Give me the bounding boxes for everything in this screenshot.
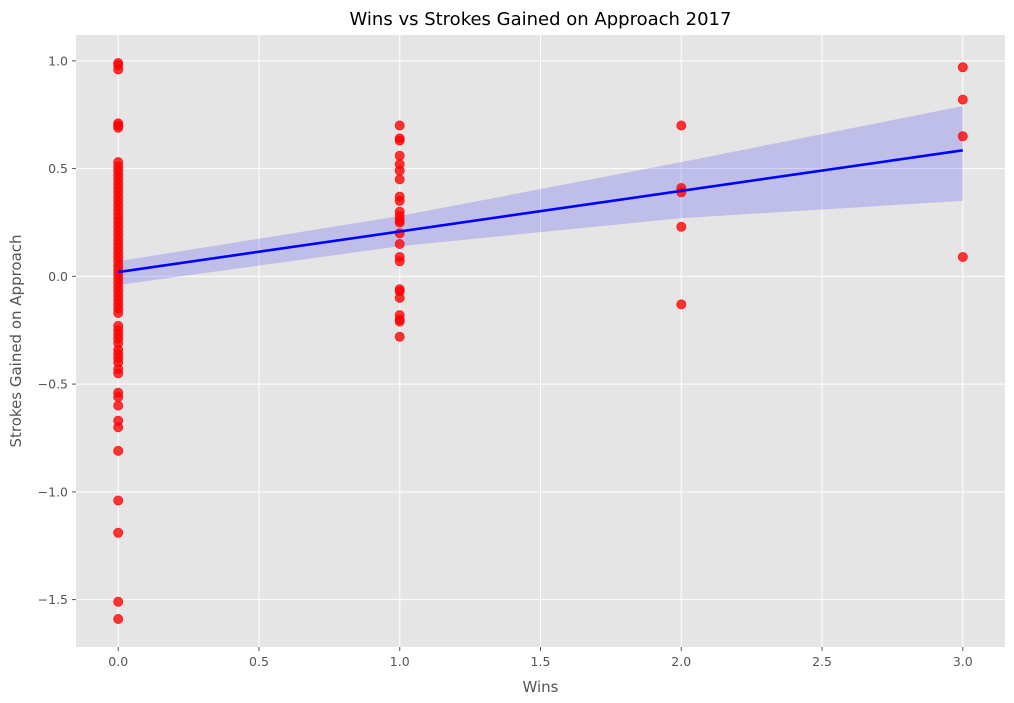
scatter-point-87 [676, 120, 687, 131]
scatter-point-66 [394, 150, 405, 161]
x-tick-label-0: 0.0 [108, 654, 128, 669]
confidence-band-layer [118, 106, 963, 285]
scatter-point-65 [394, 135, 405, 146]
x-tick-label-6: 3.0 [953, 654, 973, 669]
scatter-point-85 [394, 316, 405, 327]
x-tick-label-2: 1.0 [390, 654, 410, 669]
scatter-point-69 [394, 174, 405, 185]
scatter-point-5 [113, 122, 124, 133]
scatter-point-91 [676, 299, 687, 310]
x-axis-ticks: 0.0 0.5 1.0 1.5 2.0 2.5 3.0 [108, 647, 973, 669]
scatter-point-93 [957, 94, 968, 105]
scatter-point-75 [394, 217, 405, 228]
scatter-point-2 [113, 64, 124, 75]
scatter-point-41 [113, 307, 124, 318]
regression-line-layer [118, 149, 963, 274]
scatter-points-layer [113, 58, 968, 625]
scatter-point-71 [394, 195, 405, 206]
y-axis-label: Strokes Gained on Approach [7, 234, 25, 447]
scatter-point-77 [394, 238, 405, 249]
scatter-point-57 [113, 422, 124, 433]
confidence-band [118, 106, 963, 285]
y-tick-label-2: −0.5 [38, 377, 68, 392]
scatter-point-60 [113, 527, 124, 538]
regression-line [118, 149, 963, 274]
x-tick-label-5: 2.5 [812, 654, 832, 669]
y-tick-label-3: 0.0 [48, 269, 68, 284]
scatter-point-82 [394, 292, 405, 303]
scatter-point-63 [394, 120, 405, 131]
scatter-point-55 [113, 400, 124, 411]
scatter-point-86 [394, 331, 405, 342]
scatter-point-62 [113, 614, 124, 625]
scatter-point-52 [113, 368, 124, 379]
scatter-point-90 [676, 221, 687, 232]
scatter-point-58 [113, 445, 124, 456]
scatter-point-95 [957, 251, 968, 262]
x-tick-label-4: 2.0 [671, 654, 691, 669]
y-tick-label-1: −1.0 [38, 484, 68, 499]
scatter-point-59 [113, 495, 124, 506]
scatter-point-54 [113, 391, 124, 402]
scatter-point-94 [957, 131, 968, 142]
x-tick-label-3: 1.5 [531, 654, 551, 669]
scatter-point-92 [957, 62, 968, 73]
y-tick-label-5: 1.0 [48, 53, 68, 68]
chart-title: Wins vs Strokes Gained on Approach 2017 [350, 9, 732, 30]
scatter-point-68 [394, 165, 405, 176]
scatter-point-79 [394, 256, 405, 267]
x-tick-label-1: 0.5 [249, 654, 269, 669]
y-tick-label-0: −1.5 [38, 592, 68, 607]
y-tick-label-4: 0.5 [48, 161, 68, 176]
y-axis-ticks: −1.5 −1.0 −0.5 0.0 0.5 1.0 [38, 53, 76, 607]
scatter-point-61 [113, 596, 124, 607]
x-axis-label: Wins [523, 678, 559, 696]
